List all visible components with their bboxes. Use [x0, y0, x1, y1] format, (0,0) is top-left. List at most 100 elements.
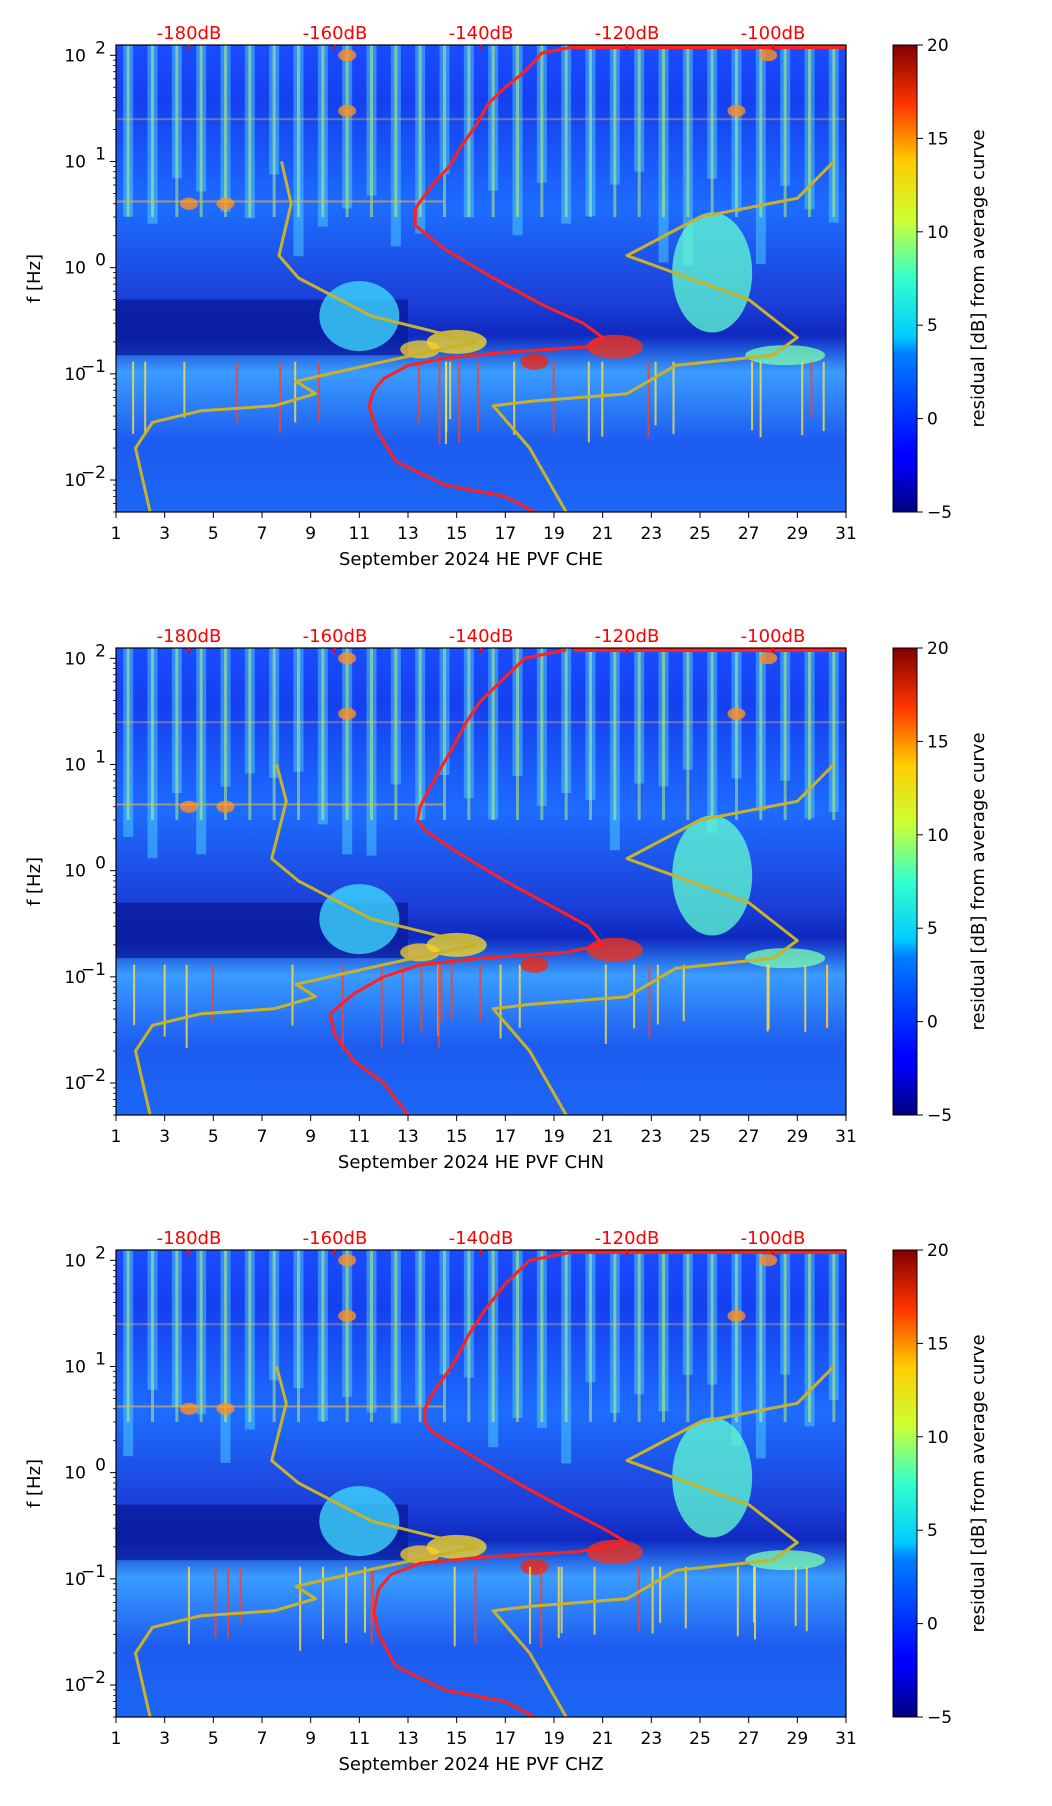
x-tick-label: 1 [111, 1729, 122, 1749]
daily-noise-core [467, 648, 471, 820]
x-tick-label: 31 [835, 524, 857, 544]
daily-noise-core [759, 648, 763, 820]
x-tick-label: 11 [349, 524, 371, 544]
y-tick-label: 10 [64, 1570, 86, 1590]
daily-noise-core [126, 648, 130, 820]
x-tick-label: 7 [257, 1127, 268, 1147]
noise-model-curve [134, 161, 478, 512]
x-tick-label: 3 [159, 1127, 170, 1147]
noise-model-curve [491, 160, 835, 512]
daily-noise-core [272, 648, 276, 820]
microseism-blob [319, 1486, 400, 1557]
x-tick-label: 11 [349, 1729, 371, 1749]
y-axis-title: f [Hz] [24, 1459, 45, 1508]
y-tick-label: 10 [64, 259, 86, 279]
x-tick-label: 17 [495, 1127, 517, 1147]
microseism-blob [745, 1550, 826, 1571]
x-tick-label: 15 [446, 1729, 468, 1749]
colorbar-tick-label: −5 [927, 503, 952, 523]
y-tick-exponent: −1 [81, 1562, 106, 1582]
noise-hotspot [180, 1402, 198, 1415]
noise-hotspot [180, 800, 198, 813]
colorbar-tick-label: 10 [927, 826, 949, 846]
x-tick-label: 5 [208, 524, 219, 544]
median-psd-curve [328, 648, 605, 1115]
daily-noise-core [370, 1250, 373, 1422]
x-tick-label: 3 [159, 1729, 170, 1749]
x-tick-label: 19 [543, 1127, 565, 1147]
daily-noise-core [783, 45, 787, 217]
daily-noise-core [613, 45, 617, 217]
daily-noise-core [345, 648, 349, 820]
x-tick-label: 29 [787, 1729, 809, 1749]
noise-model-curve [134, 764, 478, 1115]
x-tick-label: 25 [689, 1127, 711, 1147]
daily-noise-core [126, 1250, 130, 1422]
colorbar-tick-label: 10 [927, 1428, 949, 1448]
heatmap-area [116, 1250, 846, 1717]
daily-noise-core [248, 648, 252, 820]
daily-noise-core [321, 648, 325, 820]
daily-noise-core [224, 648, 227, 820]
colorbar-tick-label: 15 [927, 732, 949, 752]
x-tick-label: 29 [787, 524, 809, 544]
db-axis-label: -120dB [595, 1228, 660, 1249]
x-tick-label: 21 [592, 1729, 614, 1749]
x-tick-label: 29 [787, 1127, 809, 1147]
daily-noise-core [491, 1250, 495, 1422]
noise-hotspot [338, 104, 357, 117]
db-axis-label: -180dB [157, 23, 222, 44]
daily-noise-core [540, 1250, 544, 1422]
noise-hotspot [180, 197, 198, 210]
daily-noise-core [613, 1250, 617, 1422]
daily-noise-core [199, 45, 203, 217]
daily-noise-core [783, 1250, 787, 1422]
db-axis-label: -100dB [741, 23, 806, 44]
x-tick-label: 21 [592, 524, 614, 544]
colorbar-tick-label: 20 [927, 1241, 949, 1261]
db-axis-label: -140dB [449, 23, 514, 44]
noise-model-curve [134, 1366, 478, 1717]
db-axis-label: -160dB [303, 23, 368, 44]
daily-noise-core [710, 1250, 714, 1422]
x-tick-label: 1 [111, 524, 122, 544]
daily-noise-core [735, 648, 738, 820]
microseism-blob [586, 937, 643, 962]
daily-noise-core [540, 45, 544, 217]
y-tick-exponent: 1 [95, 747, 106, 767]
noise-hotspot [216, 1402, 235, 1415]
x-tick-label: 31 [835, 1729, 857, 1749]
x-tick-label: 7 [257, 1729, 268, 1749]
x-tick-label: 27 [738, 1127, 760, 1147]
microseism-blob [520, 956, 549, 973]
y-tick-label: 10 [64, 1074, 86, 1094]
x-tick-label: 19 [543, 524, 565, 544]
daily-noise-core [832, 1250, 836, 1422]
microseism-blob [586, 1539, 643, 1564]
colorbar-tick-label: 0 [927, 1013, 938, 1033]
colorbar-tick-label: 10 [927, 223, 949, 243]
microseism-blob [520, 1558, 549, 1575]
db-axis-label: -100dB [741, 626, 806, 647]
microseism-blob [319, 281, 400, 352]
daily-noise-core [710, 45, 714, 217]
daily-noise-core [345, 1250, 349, 1422]
y-tick-exponent: 0 [95, 251, 106, 271]
microseism-blob [745, 345, 826, 366]
daily-noise-core [443, 45, 446, 217]
colorbar-title: residual [dB] from average curve [968, 1334, 989, 1632]
noise-hotspot [727, 104, 746, 117]
db-axis-label: -100dB [741, 1228, 806, 1249]
noise-hotspot [759, 1254, 778, 1267]
colorbar-tick-label: 15 [927, 1334, 949, 1354]
y-tick-label: 10 [64, 1251, 86, 1271]
y-tick-exponent: 0 [95, 854, 106, 874]
y-tick-exponent: 2 [95, 1243, 106, 1263]
y-tick-exponent: 1 [95, 1349, 106, 1369]
daily-noise-core [224, 1250, 227, 1422]
colorbar-tick-label: 5 [927, 1521, 938, 1541]
y-tick-label: 10 [64, 1357, 86, 1377]
noise-hotspot [338, 1309, 357, 1322]
daily-noise-core [686, 648, 690, 820]
